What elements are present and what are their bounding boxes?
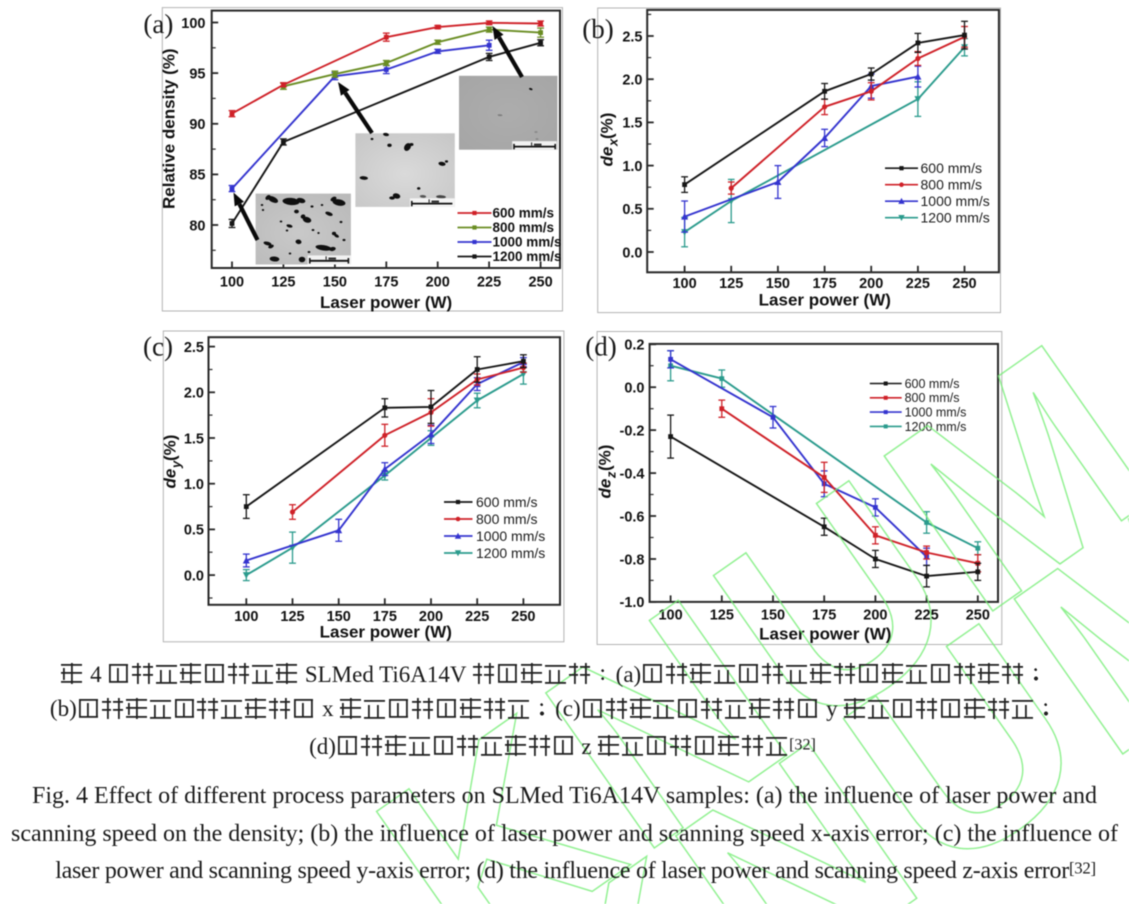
svg-text:-0.8: -0.8 — [620, 552, 645, 568]
svg-text:2.5: 2.5 — [622, 29, 642, 45]
svg-text:200: 200 — [426, 275, 450, 291]
svg-text:600 mm/s: 600 mm/s — [476, 494, 537, 510]
svg-text:de: de — [596, 479, 615, 499]
svg-text:0.0: 0.0 — [624, 381, 644, 397]
svg-text:95: 95 — [189, 66, 205, 82]
svg-text:1000 mm/s: 1000 mm/s — [905, 406, 967, 420]
svg-text:175: 175 — [374, 275, 398, 291]
svg-text:1.0: 1.0 — [184, 477, 204, 493]
svg-text:175: 175 — [812, 276, 836, 292]
svg-text:150: 150 — [766, 276, 790, 292]
svg-text:800 mm/s: 800 mm/s — [476, 511, 537, 527]
svg-text:de: de — [598, 147, 617, 167]
svg-text:800 mm/s: 800 mm/s — [493, 220, 555, 235]
svg-text:Laser power (W): Laser power (W) — [320, 623, 452, 642]
svg-text:y: y — [169, 460, 184, 469]
svg-text:100: 100 — [234, 609, 258, 625]
svg-text:80: 80 — [189, 218, 205, 234]
svg-text:x: x — [606, 138, 621, 147]
svg-text:z: z — [604, 471, 619, 479]
svg-text:250: 250 — [511, 609, 535, 625]
svg-text:(a): (a) — [143, 9, 173, 39]
svg-text:225: 225 — [465, 609, 489, 625]
svg-text:1.5: 1.5 — [622, 116, 642, 132]
svg-text:125: 125 — [719, 276, 743, 292]
svg-text:800 mm/s: 800 mm/s — [921, 177, 982, 193]
svg-text:100: 100 — [181, 16, 205, 32]
svg-text:Relative density (%): Relative density (%) — [160, 48, 179, 209]
svg-text:125: 125 — [280, 609, 304, 625]
svg-text:-0.2: -0.2 — [620, 423, 645, 439]
svg-text:250: 250 — [952, 276, 976, 292]
svg-text:Laser power (W): Laser power (W) — [759, 625, 891, 644]
svg-text:225: 225 — [906, 276, 930, 292]
svg-text:-0.4: -0.4 — [620, 466, 645, 482]
svg-text:90: 90 — [189, 117, 205, 133]
svg-text:1200 mm/s: 1200 mm/s — [921, 210, 990, 226]
svg-text:600 mm/s: 600 mm/s — [921, 160, 982, 176]
svg-text:Laser power (W): Laser power (W) — [320, 293, 452, 312]
svg-text:Laser power (W): Laser power (W) — [759, 291, 891, 310]
svg-text:0.5: 0.5 — [184, 523, 204, 539]
svg-text:250: 250 — [966, 608, 990, 624]
svg-text:2.5: 2.5 — [184, 340, 204, 356]
svg-text:1200 mm/s: 1200 mm/s — [905, 420, 967, 434]
svg-text:800 mm/s: 800 mm/s — [905, 391, 960, 405]
svg-text:225: 225 — [914, 608, 938, 624]
svg-text:100: 100 — [658, 608, 682, 624]
svg-text:100: 100 — [220, 275, 244, 291]
svg-text:250: 250 — [528, 275, 552, 291]
svg-text:125: 125 — [710, 608, 734, 624]
svg-text:600 mm/s: 600 mm/s — [905, 377, 960, 391]
svg-text:0.2: 0.2 — [624, 338, 644, 354]
svg-text:150: 150 — [327, 609, 351, 625]
svg-text:(b): (b) — [582, 14, 613, 44]
svg-text:200: 200 — [863, 608, 887, 624]
svg-text:2.0: 2.0 — [184, 386, 204, 402]
svg-text:225: 225 — [477, 275, 501, 291]
svg-text:(c): (c) — [143, 332, 173, 362]
svg-text:175: 175 — [812, 608, 836, 624]
svg-text:600 mm/s: 600 mm/s — [493, 206, 555, 221]
svg-text:(%): (%) — [161, 435, 180, 461]
svg-text:100: 100 — [672, 276, 696, 292]
svg-text:(%): (%) — [596, 445, 615, 471]
svg-text:1200 mm/s: 1200 mm/s — [476, 545, 545, 561]
svg-text:(%): (%) — [598, 113, 617, 139]
svg-text:1000 mm/s: 1000 mm/s — [476, 528, 545, 544]
svg-text:200: 200 — [419, 609, 443, 625]
svg-text:(d): (d) — [585, 332, 616, 362]
svg-text:1000 mm/s: 1000 mm/s — [921, 193, 990, 209]
svg-text:1000 mm/s: 1000 mm/s — [493, 235, 562, 250]
svg-text:-0.6: -0.6 — [620, 509, 645, 525]
svg-text:85: 85 — [189, 168, 205, 184]
svg-text:2.0: 2.0 — [622, 73, 642, 89]
svg-text:125: 125 — [271, 275, 295, 291]
svg-text:1.5: 1.5 — [184, 431, 204, 447]
svg-text:-1.0: -1.0 — [620, 595, 645, 611]
svg-text:150: 150 — [323, 275, 347, 291]
svg-text:0.5: 0.5 — [622, 202, 642, 218]
svg-text:175: 175 — [373, 609, 397, 625]
svg-text:0.0: 0.0 — [184, 568, 204, 584]
svg-text:1.0: 1.0 — [622, 159, 642, 175]
svg-text:200: 200 — [859, 276, 883, 292]
svg-text:0.0: 0.0 — [622, 245, 642, 261]
svg-text:1200 mm/s: 1200 mm/s — [493, 249, 562, 264]
svg-text:150: 150 — [761, 608, 785, 624]
svg-text:de: de — [161, 469, 180, 489]
